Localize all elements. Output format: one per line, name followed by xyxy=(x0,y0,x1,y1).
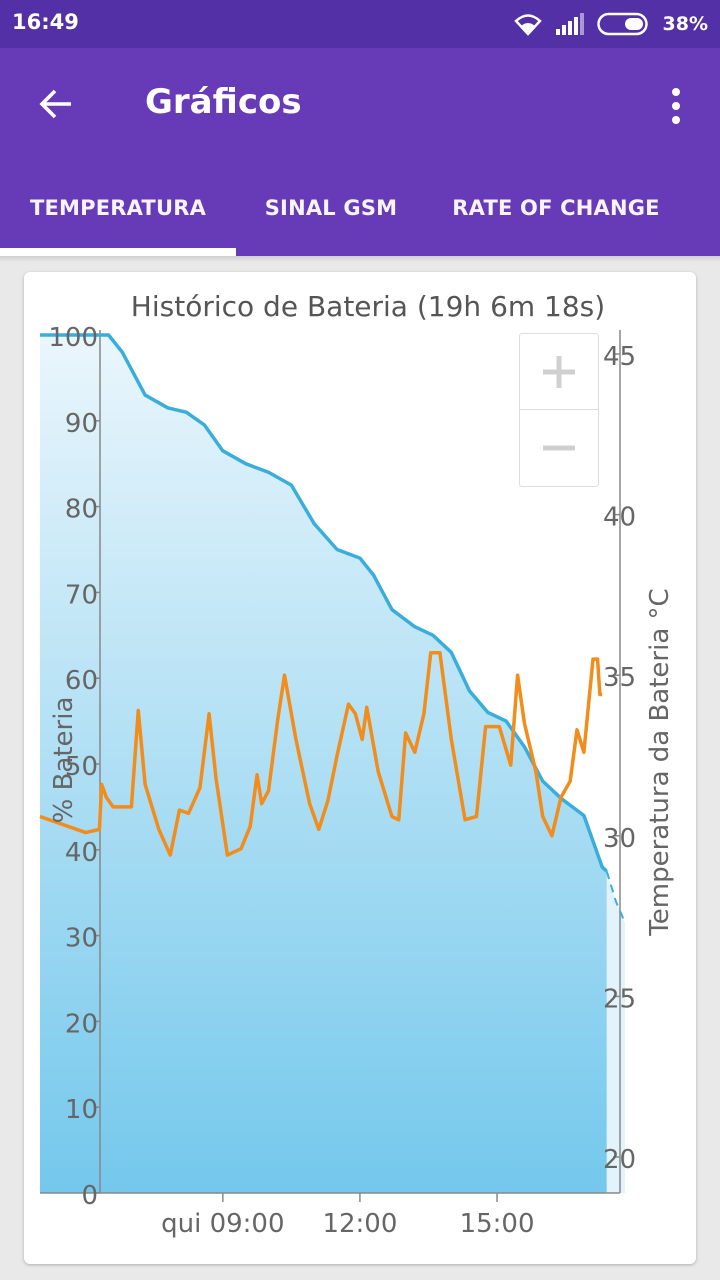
battery-icon xyxy=(596,12,648,36)
status-bar: 16:49 38% xyxy=(0,0,720,48)
y-tick-label: 60 xyxy=(65,666,98,696)
tab-bar: TEMPERATURA SINAL GSM RATE OF CHANGE xyxy=(0,160,720,256)
y2-tick-label: 25 xyxy=(603,984,636,1014)
battery-line xyxy=(40,333,608,873)
y2-tick-label: 20 xyxy=(603,1145,636,1175)
tab-rate-of-change[interactable]: RATE OF CHANGE xyxy=(452,196,660,220)
x-tick-label: 12:00 xyxy=(322,1209,397,1239)
y2-tick-label: 35 xyxy=(603,663,636,693)
y-tick-label: 50 xyxy=(65,752,98,782)
zoom-divider xyxy=(520,409,598,410)
y-tick-label: 80 xyxy=(65,495,98,525)
y-tick-label: 0 xyxy=(81,1181,98,1211)
chart-title: Histórico de Bateria (19h 6m 18s) xyxy=(130,290,606,323)
status-time: 16:49 xyxy=(12,10,79,34)
y-tick-label: 100 xyxy=(48,323,98,353)
y-tick-label: 10 xyxy=(65,1095,98,1125)
y-tick-label: 40 xyxy=(65,838,98,868)
y-tick-label: 70 xyxy=(65,580,98,610)
zoom-out-button[interactable] xyxy=(520,410,598,485)
x-tick-label: qui 09:00 xyxy=(161,1209,284,1239)
tab-temperatura[interactable]: TEMPERATURA xyxy=(29,196,207,220)
back-button[interactable] xyxy=(28,76,84,132)
y-tick-label: 30 xyxy=(65,924,98,954)
status-icons: 38% xyxy=(513,8,708,40)
y-tick-label: 90 xyxy=(65,409,98,439)
zoom-in-button[interactable] xyxy=(520,334,598,409)
wifi-icon xyxy=(513,14,542,36)
minus-icon xyxy=(543,445,575,450)
arrow-left-icon xyxy=(39,89,71,119)
battery-area xyxy=(40,335,607,1193)
plus-icon xyxy=(543,355,575,388)
page-title: Gráficos xyxy=(145,82,302,122)
tab-shadow xyxy=(0,256,720,262)
y-tick-label: 20 xyxy=(65,1009,98,1039)
temperature-line xyxy=(39,650,603,857)
tab-sinal-gsm[interactable]: SINAL GSM xyxy=(264,196,398,220)
zoom-control xyxy=(519,333,599,487)
battery-projection-line xyxy=(605,870,626,924)
more-vert-icon xyxy=(672,88,680,124)
overflow-menu-button[interactable] xyxy=(654,78,698,134)
y2-axis-title: Temperatura da Bateria °C xyxy=(645,588,675,936)
signal-icon xyxy=(555,13,584,35)
tab-indicator xyxy=(0,248,236,256)
x-tick-label: 15:00 xyxy=(460,1209,535,1239)
y-axis-title: % Bateria xyxy=(49,697,79,824)
y2-tick-label: 40 xyxy=(603,503,636,533)
y2-tick-label: 30 xyxy=(603,824,636,854)
battery-percentage: 38% xyxy=(662,13,708,35)
app-bar: Gráficos xyxy=(0,48,720,160)
y2-tick-label: 45 xyxy=(603,342,636,372)
